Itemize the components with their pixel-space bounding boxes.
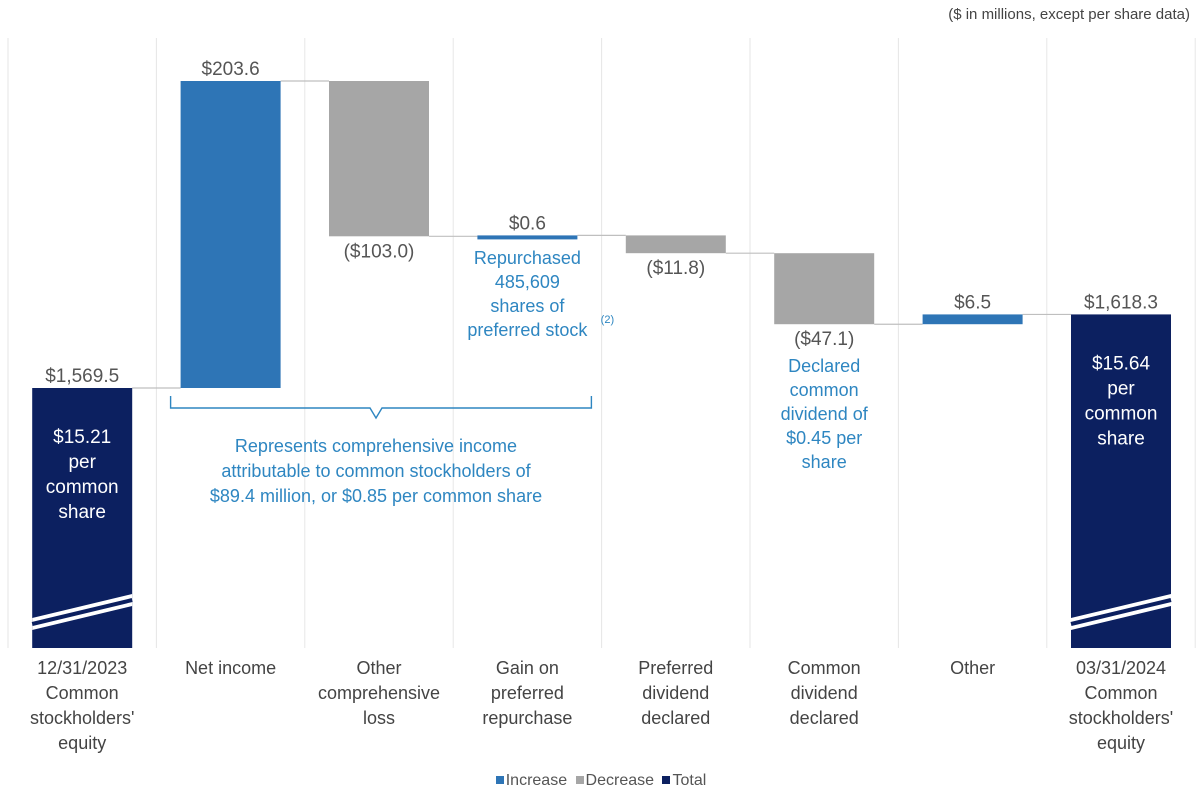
annotation-common-dividend: dividend of bbox=[781, 404, 869, 424]
category-label: loss bbox=[363, 708, 395, 728]
annotation-common-dividend: share bbox=[802, 452, 847, 472]
category-label: equity bbox=[58, 733, 106, 753]
annotation-repurchase: preferred stock bbox=[467, 320, 588, 340]
per-share-label: share bbox=[58, 502, 106, 523]
legend-label-increase: Increase bbox=[505, 772, 568, 789]
legend-item-increase: Increase bbox=[495, 772, 568, 790]
category-label: dividend bbox=[791, 683, 858, 703]
data-label: $6.5 bbox=[954, 292, 991, 313]
legend-swatch-increase bbox=[495, 776, 504, 784]
category-label: 03/31/2024 bbox=[1076, 658, 1166, 678]
legend-swatch-total bbox=[662, 776, 671, 784]
category-label: Common bbox=[1084, 683, 1157, 703]
legend-item-decrease: Decrease bbox=[575, 772, 655, 790]
bracket bbox=[169, 396, 593, 420]
data-label: $0.6 bbox=[509, 213, 546, 234]
annotation-common-dividend: common bbox=[790, 380, 859, 400]
category-label: 12/31/2023 bbox=[37, 658, 127, 678]
legend-item-total: Total bbox=[662, 772, 706, 790]
category-label: equity bbox=[1097, 733, 1145, 753]
per-share-label: $15.21 bbox=[53, 427, 111, 448]
bar-increase bbox=[477, 235, 578, 240]
annotation-footnote: (2) bbox=[601, 314, 614, 326]
category-label: stockholders' bbox=[30, 708, 134, 728]
category-label: Other bbox=[950, 658, 995, 678]
annotation-repurchase: shares of bbox=[490, 296, 565, 316]
category-label: Net income bbox=[185, 658, 276, 678]
per-share-label: per bbox=[68, 452, 96, 473]
bar-total bbox=[1071, 314, 1171, 648]
axis-break-line bbox=[1070, 598, 1172, 626]
category-label: declared bbox=[641, 708, 710, 728]
category-label: Preferred bbox=[638, 658, 713, 678]
per-share-label: common bbox=[1085, 403, 1158, 424]
annotation-comprehensive: $89.4 million, or $0.85 per common share bbox=[210, 486, 542, 506]
legend-label-decrease: Decrease bbox=[585, 772, 655, 789]
data-label: ($47.1) bbox=[794, 329, 854, 350]
annotation-common-dividend: Declared bbox=[788, 356, 860, 376]
category-label: preferred bbox=[491, 683, 564, 703]
annotation-repurchase: Repurchased bbox=[474, 248, 581, 268]
legend: Increase Decrease Total bbox=[0, 772, 1202, 790]
bar-increase bbox=[180, 81, 281, 388]
category-label: Common bbox=[788, 658, 861, 678]
waterfall-chart: $1,569.5 $203.6 ($103.0) $0.6 ($11.8) ($47.1)… bbox=[7, 38, 1196, 753]
category-label: Common bbox=[46, 683, 119, 703]
data-label: $1,569.5 bbox=[45, 366, 119, 387]
category-label: stockholders' bbox=[1069, 708, 1173, 728]
annotation-comprehensive: Represents comprehensive income bbox=[235, 436, 517, 456]
bar-decrease bbox=[625, 235, 726, 254]
data-label: $203.6 bbox=[202, 59, 260, 80]
category-label: comprehensive bbox=[318, 683, 440, 703]
category-label: declared bbox=[790, 708, 859, 728]
per-share-label: share bbox=[1097, 428, 1145, 449]
category-label: Gain on bbox=[496, 658, 559, 678]
category-label: Other bbox=[356, 658, 401, 678]
annotation-common-dividend: $0.45 per bbox=[786, 428, 862, 448]
annotation-repurchase: 485,609 bbox=[495, 272, 560, 292]
bar-decrease bbox=[329, 81, 429, 237]
bar-decrease bbox=[774, 253, 875, 325]
category-label: repurchase bbox=[482, 708, 572, 728]
bar-increase bbox=[922, 314, 1023, 325]
data-label: ($11.8) bbox=[646, 258, 705, 279]
per-share-label: $15.64 bbox=[1092, 353, 1151, 374]
legend-swatch-decrease bbox=[575, 776, 584, 784]
units-note: ($ in millions, except per share data) bbox=[948, 6, 1190, 23]
data-label: ($103.0) bbox=[344, 241, 415, 262]
axis-break-line bbox=[31, 598, 133, 626]
legend-label-total: Total bbox=[672, 772, 707, 789]
per-share-label: common bbox=[46, 477, 119, 498]
category-label: dividend bbox=[642, 683, 709, 703]
per-share-label: per bbox=[1107, 378, 1135, 399]
data-label: $1,618.3 bbox=[1084, 292, 1158, 313]
annotation-comprehensive: attributable to common stockholders of bbox=[221, 461, 531, 481]
